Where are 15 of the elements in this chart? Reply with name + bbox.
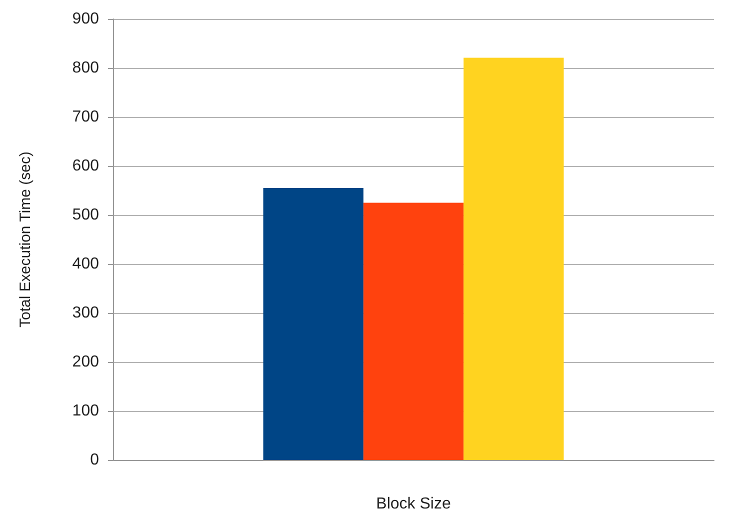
bar: [363, 202, 464, 460]
y-tick-label: 0: [90, 452, 100, 468]
y-axis-title: Total Execution Time (sec): [17, 152, 34, 328]
y-tick-label: 700: [72, 108, 100, 126]
y-tick-label: 900: [72, 10, 100, 28]
y-tick-label: 800: [72, 60, 100, 76]
y-tick-label: 200: [72, 354, 100, 370]
bar: [263, 188, 364, 460]
y-tick-label: 100: [72, 402, 100, 420]
bar: [464, 58, 564, 460]
x-axis-title: Block Size: [376, 496, 451, 512]
y-tick-label: 600: [72, 158, 100, 174]
y-tick-label: 400: [72, 256, 100, 272]
y-tick-label: 500: [72, 206, 100, 224]
y-tick-label: 300: [72, 304, 100, 322]
